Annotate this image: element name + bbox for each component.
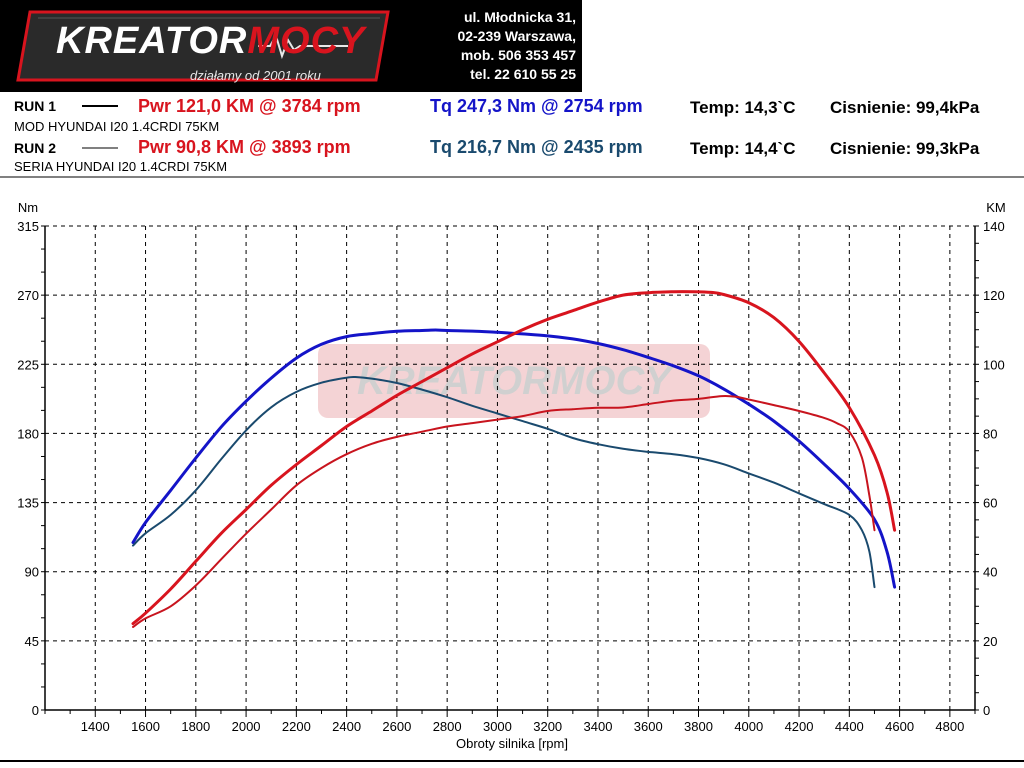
company-logo: KREATORMOCY działamy od 2001 roku (8, 6, 398, 86)
x-tick-label: 3400 (584, 719, 613, 734)
contact-line: 02-239 Warszawa, (457, 28, 576, 44)
x-axis-title: Obroty silnika [rpm] (456, 736, 568, 751)
series-line-1 (131, 328, 897, 589)
run1-line-swatch (82, 105, 118, 107)
run2-label: RUN 2 (14, 140, 57, 156)
watermark: KREATORMOCY (318, 344, 710, 418)
watermark-text: KREATORMOCY (357, 359, 674, 403)
logo-frame (16, 10, 390, 82)
y-right-tick-label: 140 (983, 219, 1005, 234)
x-tick-label: 4800 (935, 719, 964, 734)
run1-vehicle: MOD HYUNDAI I20 1.4CRDI 75KM (14, 119, 220, 134)
x-tick-label: 4200 (785, 719, 814, 734)
contact-line: ul. Młodnicka 31, (463, 9, 576, 25)
x-tick-label: 3200 (533, 719, 562, 734)
contact-line: tel. 22 610 55 25 (470, 66, 576, 82)
bottom-border (0, 760, 1024, 762)
x-tick-label: 2400 (332, 719, 361, 734)
y-left-tick-label: 315 (17, 219, 39, 234)
y-axis-left-title: Nm (18, 200, 38, 215)
x-tick-label: 1400 (81, 719, 110, 734)
y-right-tick-label: 20 (983, 634, 997, 649)
watermark-plate (318, 344, 710, 418)
y-left-tick-label: 45 (25, 634, 39, 649)
series-line-3 (131, 290, 897, 626)
x-tick-label: 2000 (232, 719, 261, 734)
y-axis-right-title: KM (986, 200, 1006, 215)
run1-temperature: Temp: 14,3`C (690, 98, 796, 117)
y-right-tick-label: 0 (983, 703, 990, 718)
x-tick-label: 4600 (885, 719, 914, 734)
x-tick-label: 2800 (433, 719, 462, 734)
logo-wordmark: KREATORMOCY (56, 20, 365, 63)
run1-power-peak: Pwr 121,0 KM @ 3784 rpm (138, 96, 361, 116)
y-left-tick-label: 225 (17, 357, 39, 372)
run1-pressure: Cisnienie: 99,4kPa (830, 98, 980, 117)
run2-torque-peak: Tq 216,7 Nm @ 2435 rpm (430, 137, 643, 157)
x-tick-label: 4000 (734, 719, 763, 734)
x-tick-label: 1800 (181, 719, 210, 734)
contact-line: mob. 506 353 457 (460, 47, 576, 63)
contact-block: ul. Młodnicka 31, 02-239 Warszawa, mob. … (404, 8, 576, 84)
x-tick-label: 3000 (483, 719, 512, 734)
y-right-tick-label: 80 (983, 426, 997, 441)
run2-temperature: Temp: 14,4`C (690, 139, 796, 158)
x-tick-label: 1600 (131, 719, 160, 734)
run2-vehicle: SERIA HYUNDAI I20 1.4CRDI 75KM (14, 159, 228, 174)
y-right-tick-label: 60 (983, 496, 997, 511)
x-tick-label: 3800 (684, 719, 713, 734)
run2-power-peak: Pwr 90,8 KM @ 3893 rpm (138, 137, 351, 157)
logo-word-red: MOCY (247, 20, 366, 62)
x-tick-label: 2600 (382, 719, 411, 734)
y-left-tick-label: 180 (17, 426, 39, 441)
y-left-tick-label: 0 (32, 703, 39, 718)
y-right-tick-label: 40 (983, 565, 997, 580)
dyno-chart: KREATORMOCY 1400 1600 1800 2000 2200 2400 2600 2… (0, 176, 1024, 756)
y-left-tick-label: 135 (17, 496, 39, 511)
run2-line-swatch (82, 147, 118, 149)
x-tick-label: 3600 (634, 719, 663, 734)
y-left-tick-label: 270 (17, 288, 39, 303)
logo-slogan: działamy od 2001 roku (190, 68, 321, 83)
series-line-4 (132, 394, 876, 628)
run2-pressure: Cisnienie: 99,3kPa (830, 139, 980, 158)
run1-label: RUN 1 (14, 98, 57, 114)
y-right-tick-label: 100 (983, 357, 1005, 372)
y-left-tick-label: 90 (25, 565, 39, 580)
x-tick-label: 2200 (282, 719, 311, 734)
logo-word-white: KREATOR (56, 20, 248, 62)
x-tick-label: 4400 (835, 719, 864, 734)
header-banner: KREATORMOCY działamy od 2001 roku ul. Mł… (0, 0, 582, 92)
y-right-tick-label: 120 (983, 288, 1005, 303)
run1-torque-peak: Tq 247,3 Nm @ 2754 rpm (430, 96, 643, 116)
